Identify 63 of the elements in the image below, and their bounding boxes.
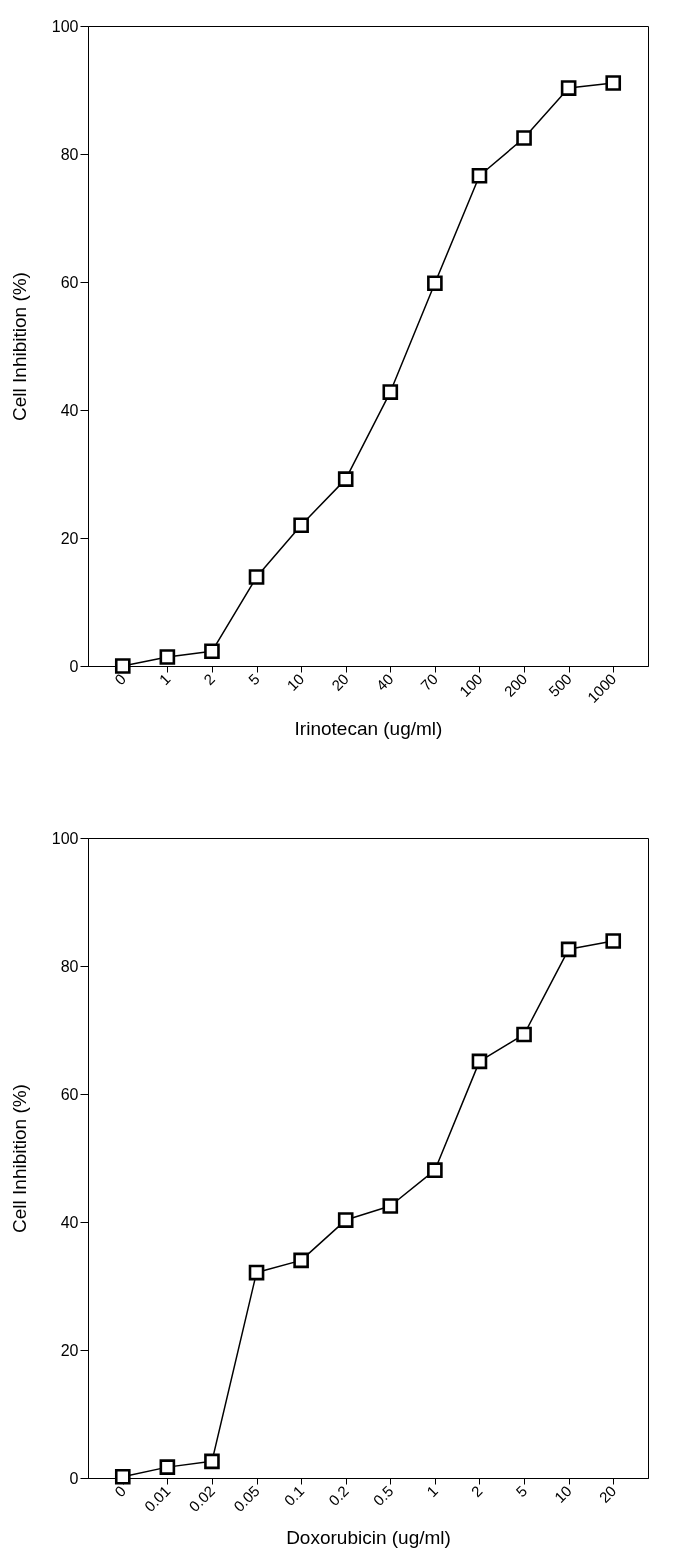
x-tick-label: 5 (244, 670, 263, 689)
x-axis-title: Doxorubicin (ug/ml) (286, 1526, 451, 1548)
point (337, 471, 354, 487)
point (337, 1212, 354, 1228)
point (204, 1453, 220, 1470)
y-tick-label: 60 (60, 1085, 79, 1103)
x-tick-label: 100 (455, 670, 486, 700)
x-tick-label: 70 (417, 670, 442, 694)
x-tick-label: 0 (111, 1482, 129, 1501)
point (293, 1252, 309, 1269)
y-tick-label: 80 (60, 957, 79, 975)
point (248, 569, 265, 585)
y-axis-title: Cell Inhibition (%) (8, 1084, 30, 1233)
y-tick-label: 80 (60, 145, 79, 163)
point (605, 933, 622, 949)
y-tick-label: 0 (69, 657, 79, 675)
y-tick-label: 40 (60, 401, 79, 419)
point (382, 1198, 399, 1214)
x-tick-label: 40 (372, 670, 397, 694)
point (605, 75, 622, 91)
point (427, 1162, 443, 1178)
point (516, 130, 532, 146)
x-tick-label: 20 (595, 1482, 620, 1506)
x-tick-label: 200 (500, 670, 531, 700)
x-tick-label: 5 (512, 1482, 531, 1501)
point (159, 649, 176, 665)
x-tick-label: 1 (423, 1482, 442, 1501)
point (114, 658, 131, 674)
point (471, 1053, 488, 1070)
x-tick-label: 20 (328, 670, 352, 694)
point (516, 1026, 532, 1043)
x-tick-label: 0.01 (140, 1482, 174, 1515)
x-tick-label: 0.1 (280, 1482, 308, 1509)
x-tick-label: 10 (550, 1482, 575, 1506)
y-tick-label: 0 (69, 1469, 79, 1487)
x-tick-label: 0.2 (325, 1482, 352, 1509)
y-tick-label: 100 (51, 829, 79, 847)
point (382, 384, 399, 400)
y-tick-label: 20 (60, 1341, 79, 1359)
y-tick-label: 100 (51, 17, 79, 35)
point (293, 517, 309, 534)
y-axis-title: Cell Inhibition (%) (8, 272, 30, 421)
point (248, 1264, 265, 1281)
x-tick-label: 2 (200, 670, 219, 689)
x-tick-label: 2 (467, 1482, 486, 1501)
point (560, 941, 577, 958)
x-tick-label: 10 (283, 670, 308, 694)
x-tick-label: 0.05 (230, 1482, 263, 1515)
x-axis-title: Irinotecan (ug/ml) (294, 717, 443, 739)
point (114, 1468, 131, 1485)
x-tick-label: 0.5 (369, 1482, 397, 1509)
point (427, 275, 443, 292)
point (560, 80, 577, 96)
point (471, 167, 488, 184)
y-tick-label: 20 (60, 529, 79, 547)
x-tick-label: 1 (155, 670, 174, 689)
point (159, 1459, 176, 1475)
point (204, 643, 220, 660)
x-tick-label: 0.02 (185, 1482, 219, 1515)
x-tick-label: 500 (545, 670, 575, 700)
y-tick-label: 40 (60, 1213, 79, 1231)
x-tick-label: 0 (111, 670, 129, 689)
y-tick-label: 60 (60, 273, 79, 291)
